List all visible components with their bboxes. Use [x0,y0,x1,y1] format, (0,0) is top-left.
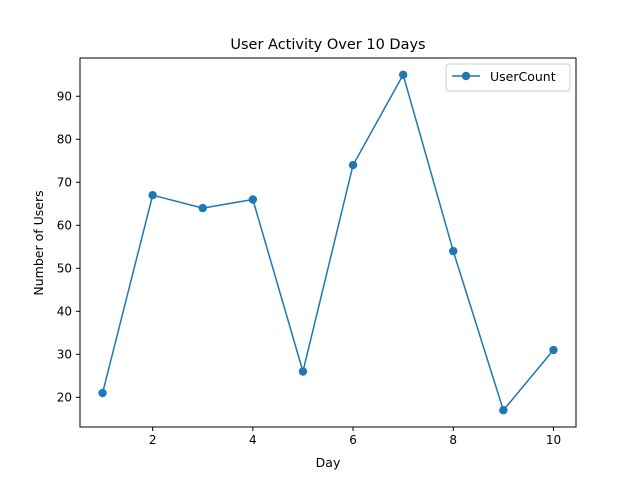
plot-area [79,57,577,428]
y-axis: 20 30 40 50 60 70 80 90 [57,89,80,404]
data-point [98,388,107,398]
y-tick-label: 90 [57,89,72,103]
data-point [348,160,358,170]
x-tick-label: 4 [249,433,257,447]
data-point [398,70,408,79]
data-point [549,345,558,355]
series-line-usercount [101,74,555,411]
x-tick-label: 6 [349,433,357,447]
x-tick-label: 2 [149,433,157,447]
y-tick-label: 40 [57,304,72,318]
data-point [148,190,157,200]
legend: UserCount [445,63,571,92]
series-layer [98,70,558,415]
y-axis-label: Number of Users [31,190,46,295]
data-point [248,195,258,204]
data-point [198,203,207,213]
data-point [298,367,308,376]
legend-marker [461,71,471,81]
plot-frame [79,57,577,428]
x-axis: 2 4 6 8 10 [149,427,561,447]
chart-title: User Activity Over 10 Days [230,37,425,53]
data-point [499,406,508,415]
x-axis-label: Day [316,455,341,470]
data-point [449,246,458,256]
y-tick-label: 70 [57,175,72,189]
legend-label: UserCount [490,69,556,84]
x-tick-label: 8 [449,433,457,447]
x-tick-label: 10 [546,433,561,447]
y-tick-label: 20 [57,390,72,404]
legend-box [445,63,571,92]
y-tick-label: 30 [57,347,72,361]
y-tick-label: 80 [57,132,72,146]
y-tick-label: 50 [57,261,72,275]
y-tick-label: 60 [57,218,72,232]
